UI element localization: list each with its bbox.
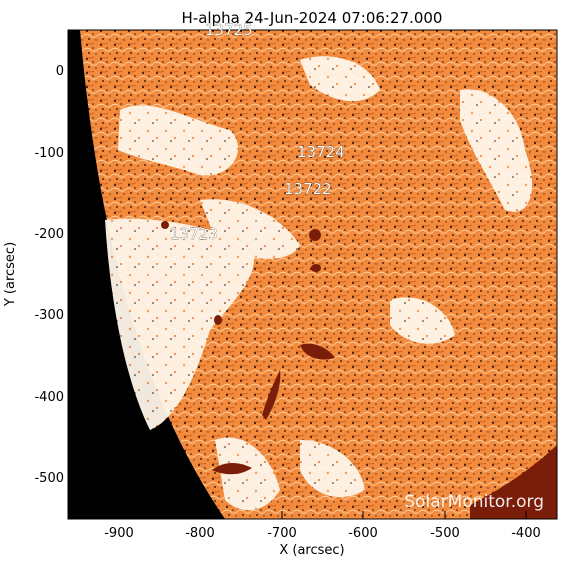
y-axis-label: Y (arcsec) [3, 242, 18, 307]
y-ticks [68, 69, 76, 478]
active-region-label: 13724 [297, 143, 345, 161]
sunspot [214, 315, 222, 325]
active-region-label: 13722 [284, 180, 332, 198]
watermark-text: SolarMonitor.org [404, 492, 544, 512]
x-tick-label: -800 [185, 526, 215, 541]
x-ticks [118, 511, 527, 519]
y-tick-label: -300 [34, 308, 64, 323]
y-tick-label: -200 [34, 227, 64, 242]
y-tick-label: -400 [34, 390, 64, 405]
filament [300, 343, 335, 360]
y-tick-label: 0 [56, 64, 64, 79]
x-axis-label: X (arcsec) [279, 543, 344, 558]
x-tick-label: -700 [267, 526, 297, 541]
sunspot [161, 221, 169, 229]
y-tick-label: -500 [34, 471, 64, 486]
image-title: H-alpha 24-Jun-2024 07:06:27.000 [182, 9, 443, 27]
sunspot [309, 229, 321, 241]
filament [262, 370, 281, 420]
active-region-edge [470, 445, 557, 519]
x-tick-label: -900 [104, 526, 134, 541]
plage-regions [105, 56, 533, 511]
plot-frame [67, 29, 558, 520]
x-tick-label: -600 [348, 526, 378, 541]
sunspot [311, 264, 321, 272]
x-tick-label: -500 [430, 526, 460, 541]
active-region-label: 13725 [205, 21, 253, 39]
y-tick-label: -100 [34, 146, 64, 161]
filament [212, 463, 252, 475]
x-tick-label: -400 [511, 526, 541, 541]
dark-features [161, 221, 557, 519]
solar-disk-area [68, 30, 557, 519]
active-region-label: 13723 [170, 225, 218, 243]
